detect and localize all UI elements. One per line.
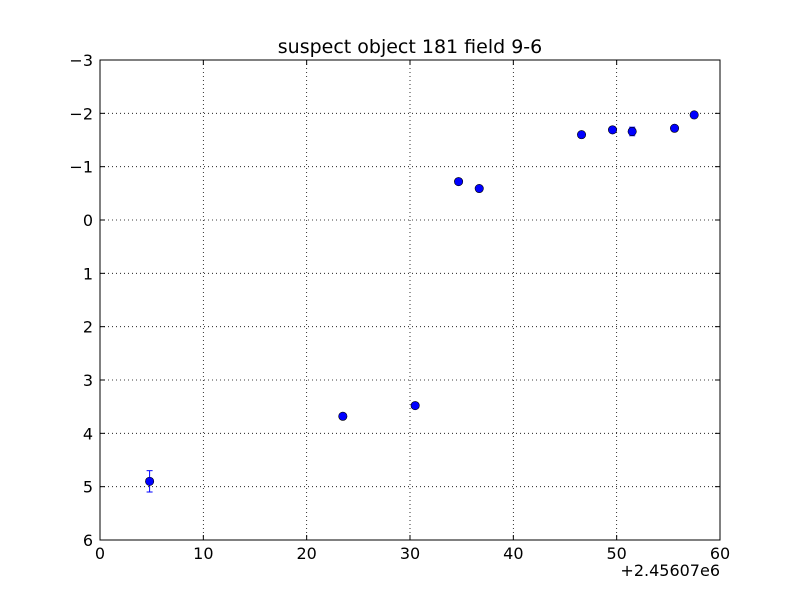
y-tick-label: 5 (83, 478, 93, 497)
data-point (670, 123, 680, 133)
y-tick-label: 3 (83, 371, 93, 390)
grid-lines (100, 60, 720, 540)
y-tick-label: −2 (69, 104, 93, 123)
x-tick-label: 30 (400, 544, 420, 563)
data-point (410, 401, 420, 411)
chart-title: suspect object 181 field 9-6 (278, 36, 543, 58)
x-tick-label: 40 (503, 544, 523, 563)
y-tick-label: 1 (83, 264, 93, 283)
data-point (145, 476, 155, 486)
data-points (145, 110, 699, 493)
y-tick-label: 0 (83, 211, 93, 230)
x-offset-label: +2.45607e6 (620, 561, 720, 580)
x-tick-label: 50 (606, 544, 626, 563)
data-point (474, 184, 484, 194)
data-point (627, 126, 637, 136)
data-point (454, 177, 464, 187)
data-point (689, 110, 699, 120)
y-tick-label: −3 (69, 51, 93, 70)
axis-ticks (99, 59, 721, 541)
x-tick-label: 0 (95, 544, 105, 563)
data-point (608, 125, 618, 135)
y-tick-label: 2 (83, 318, 93, 337)
tick-labels: 0 10 20 30 40 50 60 −3 −2 −1 0 1 2 3 4 5 6 (69, 51, 730, 563)
data-point (338, 411, 348, 421)
x-tick-label: 20 (296, 544, 316, 563)
y-tick-label: 4 (83, 424, 93, 443)
y-tick-label: 6 (83, 531, 93, 550)
data-point (577, 130, 587, 140)
y-tick-label: −1 (69, 158, 93, 177)
x-tick-label: 10 (193, 544, 213, 563)
x-tick-label: 60 (710, 544, 730, 563)
